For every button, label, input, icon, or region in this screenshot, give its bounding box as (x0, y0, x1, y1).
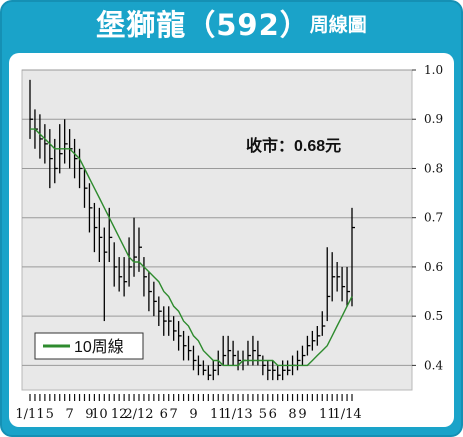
y-tick-label: 0.6 (424, 260, 443, 274)
x-tick-label: 1/11 (15, 407, 44, 422)
price-bar (331, 252, 336, 302)
price-bar (143, 257, 147, 297)
price-bar (44, 124, 48, 164)
price-bar (257, 340, 261, 366)
price-bar (277, 365, 281, 381)
price-bar (281, 360, 286, 381)
price-bar (163, 306, 167, 336)
price-bar (197, 355, 202, 376)
price-bar (192, 345, 197, 371)
x-tick-label: 11 (210, 407, 227, 422)
price-bar (49, 129, 53, 189)
price-bar (346, 266, 351, 307)
legend-label: 10周線 (74, 338, 124, 356)
price-bar (98, 207, 103, 262)
price-bar (73, 138, 78, 179)
y-tick-label: 0.8 (424, 161, 443, 175)
price-bar (267, 360, 271, 381)
price-bar (153, 281, 157, 317)
chart-title-sub: 周線圖 (309, 14, 367, 36)
x-tick-label: 2/12 (124, 407, 153, 422)
y-tick-label: 1.0 (424, 63, 443, 77)
price-bar (54, 138, 58, 184)
x-tick-label: 9 (85, 407, 93, 422)
price-bar (177, 321, 182, 351)
price-bar (306, 335, 311, 356)
price-bar (321, 311, 326, 336)
price-bars (29, 79, 355, 381)
price-bar (173, 316, 177, 341)
x-tick-label: 7 (65, 407, 73, 422)
price-bar (296, 350, 301, 371)
x-tick-label: 8 (288, 407, 296, 422)
price-bar (78, 148, 83, 189)
x-tick-label: 9 (189, 407, 197, 422)
x-tick-label: 1/14 (332, 407, 361, 422)
chart-title: 堡獅龍（592）周線圖 (0, 2, 463, 48)
price-bar (158, 296, 162, 326)
x-axis: 1/11 5 7 910 122/12 6 7 9 111/13 5 6 8 9 111/14 (15, 394, 362, 422)
price-bar (336, 262, 341, 292)
price-bar (182, 330, 187, 361)
x-tick-label: 7 (170, 407, 178, 422)
price-bar (227, 335, 232, 366)
price-bar (39, 114, 43, 159)
price-bar (133, 217, 138, 277)
price-bar (351, 207, 355, 307)
price-bar (202, 360, 207, 376)
price-bar (148, 271, 152, 312)
price-bar (311, 330, 316, 351)
x-tick-label: 5 (46, 407, 54, 422)
x-tick-label: 10 (91, 407, 108, 422)
price-bar (118, 257, 123, 292)
ma10-line (30, 128, 353, 367)
price-bar (128, 237, 133, 287)
price-bar (222, 335, 227, 366)
chart-title-main: 堡獅龍（592） (96, 8, 310, 42)
price-bar (123, 257, 128, 297)
price-bar (217, 350, 222, 376)
price-bar (207, 365, 212, 381)
x-tick-label: 6 (269, 407, 277, 422)
y-tick-label: 0.5 (424, 309, 443, 323)
price-bar (272, 360, 276, 381)
price-bar (326, 247, 331, 322)
legend: 10周線 (34, 332, 144, 360)
price-bar (237, 350, 242, 371)
price-bar (88, 183, 93, 233)
x-tick-label: 5 (259, 407, 267, 422)
price-bar (83, 168, 88, 208)
price-bar (316, 326, 321, 346)
price-bar (286, 360, 291, 376)
price-bar (103, 227, 108, 322)
x-tick-label: 11 (319, 407, 336, 422)
price-bar (212, 360, 217, 381)
x-tick-label: 9 (298, 407, 306, 422)
price-bar (138, 227, 142, 272)
x-tick-label: 12 (111, 407, 128, 422)
price-bar (232, 340, 237, 366)
y-tick-label: 0.9 (424, 112, 443, 126)
x-tick-label: 6 (160, 407, 168, 422)
price-bar (93, 202, 98, 253)
price-bar (64, 119, 68, 164)
price-bar (262, 355, 266, 376)
y-tick-label: 0.7 (424, 211, 443, 225)
y-tick-label: 0.4 (424, 358, 443, 372)
x-tick-label: 1/13 (223, 407, 252, 422)
price-bar (247, 340, 251, 366)
close-price-annotation: 收市：0.68元 (246, 136, 341, 155)
price-bar (341, 266, 346, 302)
price-bar (301, 345, 306, 366)
price-bar (113, 242, 118, 287)
y-axis: 1.0 0.9 0.8 0.7 0.6 0.5 0.4 (412, 63, 443, 372)
price-bar (187, 335, 192, 361)
price-bar (168, 306, 172, 336)
